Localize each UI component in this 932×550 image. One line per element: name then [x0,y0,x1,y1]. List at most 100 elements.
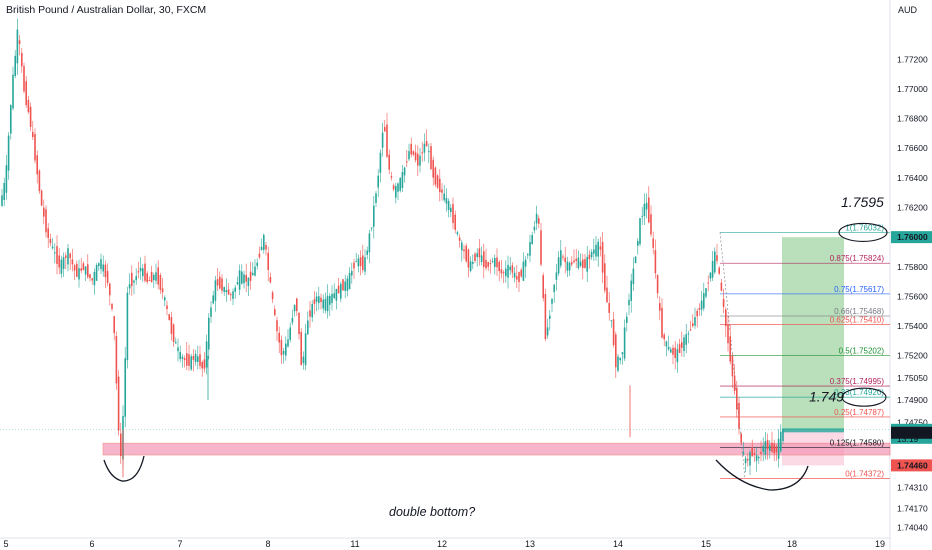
candle-body [269,277,272,283]
candle-body [263,234,265,250]
fib-level-label: 0.125(1.74580) [830,439,885,448]
candle-body [73,265,76,271]
candle-body [139,267,142,272]
candle-body [472,261,474,264]
candle-body [749,451,751,466]
candle-body [27,99,30,113]
candle-body [126,292,129,361]
candle-body [731,356,734,377]
candle-body [630,280,632,301]
candle-body [575,258,577,261]
candle-body [318,296,320,304]
candle-body [661,307,663,338]
candle-body [148,279,151,281]
candle-body [758,456,760,459]
candle-body [742,452,745,455]
candle-body [146,273,148,283]
candle-body [621,352,624,355]
fib-level-label: 0(1.74372) [845,469,884,478]
candle-body [775,446,778,453]
candle-body [608,303,610,313]
candle-body [410,143,412,155]
candle-body [203,359,206,369]
price-marker-label: 1.76000 [897,232,928,242]
candle-body [362,255,364,271]
candle-body [144,263,146,281]
candle-body [751,447,753,457]
chart-title: British Pound / Australian Dollar, 30, F… [6,4,207,16]
candle-body [289,327,291,340]
candle-body [133,280,135,283]
candle-body [485,259,487,269]
candle-body [49,238,52,244]
candle-body [181,356,184,359]
time-tick-label: 6 [89,539,94,549]
candle-body [93,271,96,286]
candle-body [71,259,74,265]
candle-body [450,207,452,213]
annotation-circle-mid [841,387,887,407]
candle-body [588,254,591,260]
candle-body [1,195,3,206]
candle-body [23,66,25,92]
candle-body [443,193,445,201]
candle-body [509,266,511,271]
candle-body [366,250,368,255]
candle-body [293,305,296,312]
candle-body [331,293,333,303]
annotation-double-bottom: double bottom? [389,505,475,519]
time-tick-label: 11 [350,539,359,549]
candle-body [590,251,593,258]
candle-body [439,178,441,193]
price-marker [891,426,932,439]
candle-body [667,346,670,350]
candle-body [291,317,294,323]
candle-body [87,264,89,278]
fib-level-label: 0.25(1.74787) [834,408,884,417]
time-tick-label: 13 [525,539,535,549]
candle-body [626,316,628,323]
candle-body [278,332,280,343]
candle-body [566,261,569,271]
price-marker-sublabel: 13:19 [897,434,919,444]
candle-body [571,262,573,265]
candle-body [601,241,604,273]
candle-body [599,246,602,250]
candle-body [84,266,87,275]
candle-body [722,299,725,307]
candle-body [304,333,307,366]
candle-body [161,288,164,293]
price-tick-label: 1.76600 [897,143,928,153]
candle-body [771,442,773,452]
candle-body [685,334,687,345]
candle-body [428,151,430,153]
candle-body [309,310,311,317]
candle-body [131,272,133,286]
fib-level-label: 0.66(1.75468) [834,307,884,316]
candle-body [342,279,344,291]
candle-body [245,275,247,282]
candle-body [18,40,21,45]
candle-body [373,205,375,227]
candle-body [520,269,522,277]
candle-body [747,458,749,461]
price-tick-label: 1.77000 [897,84,928,94]
candle-body [192,355,195,360]
candle-body [698,308,701,310]
candle-body [113,316,115,334]
candle-body [221,278,223,291]
candle-body [406,161,408,163]
candle-body [379,152,382,173]
candle-body [568,262,571,271]
candle-body [150,271,153,283]
candle-body [718,267,720,274]
candle-body [557,257,560,274]
candle-body [326,295,329,312]
candle-body [408,151,410,160]
candle-body [45,209,47,233]
candle-body [260,246,263,251]
candle-body [436,175,439,188]
candle-body [241,271,243,284]
candle-body [641,215,643,217]
